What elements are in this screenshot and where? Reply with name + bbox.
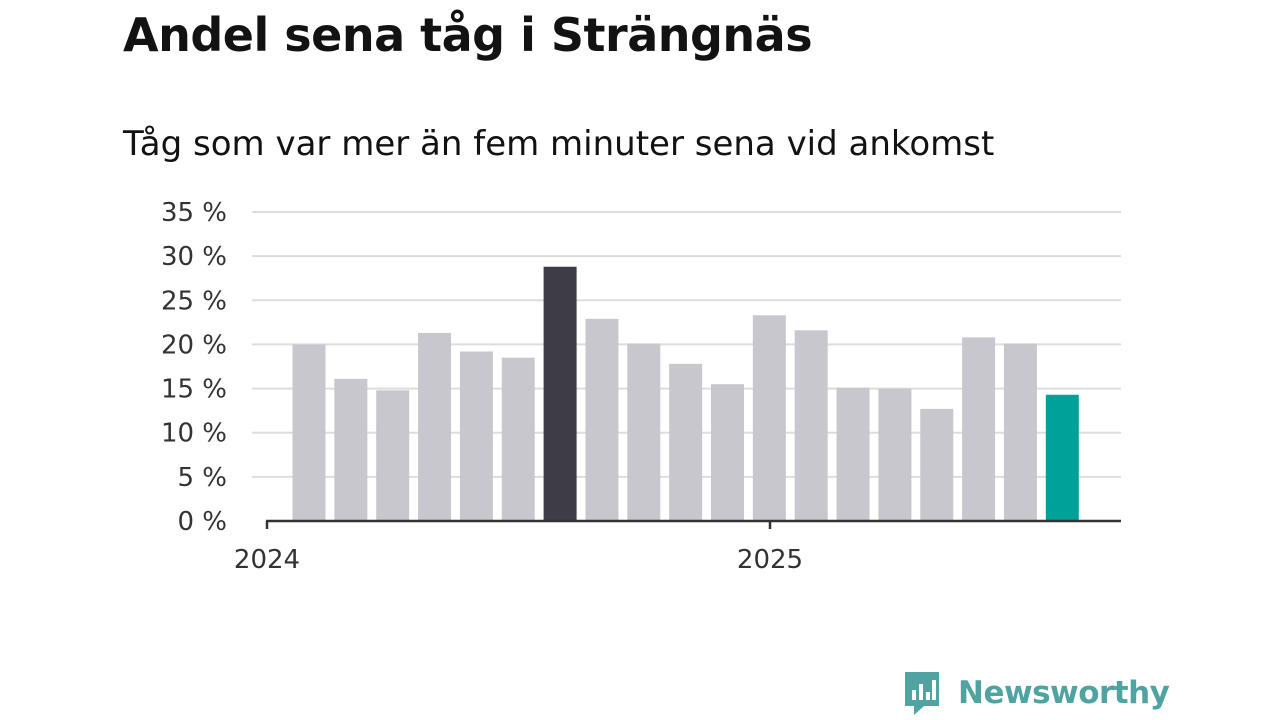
y-tick-label: 35 % [161,198,227,228]
bar [794,330,828,521]
bar [292,344,326,521]
newsworthy-logo-icon [905,672,939,715]
y-tick-label: 20 % [161,330,227,360]
chart-title: Andel sena tåg i Strängnäs [123,8,813,62]
bar [585,318,619,521]
bar [711,384,744,521]
bar [334,378,368,521]
y-tick-label: 5 % [177,463,227,493]
bar [543,266,577,521]
bar [459,351,493,521]
y-tick-label: 10 % [161,419,227,449]
bar [752,315,786,521]
bar [836,387,870,521]
bar [1045,394,1079,521]
bar [1003,343,1037,521]
bar [627,343,661,521]
bar-chart: 0 % 5 % 10 % 15 % 20 % 25 % 30 % 35 % 2024 2025 [161,198,1121,575]
y-tick-label: 0 % [177,507,227,537]
bar [669,363,703,521]
bar [418,332,452,521]
y-tick-label: 15 % [161,375,227,405]
x-tick-label: 2024 [234,545,300,575]
bar [376,390,410,521]
bar [920,408,954,521]
brand-name: Newsworthy [958,675,1170,711]
y-tick-label: 25 % [161,286,227,316]
chart-subtitle: Tåg som var mer än fem minuter sena vid … [123,124,995,164]
bar [501,357,535,521]
bar [878,388,912,521]
bar [962,337,996,521]
y-tick-label: 30 % [161,242,227,272]
newsworthy-logo: Newsworthy [902,670,1170,716]
x-tick-label: 2025 [737,545,803,575]
